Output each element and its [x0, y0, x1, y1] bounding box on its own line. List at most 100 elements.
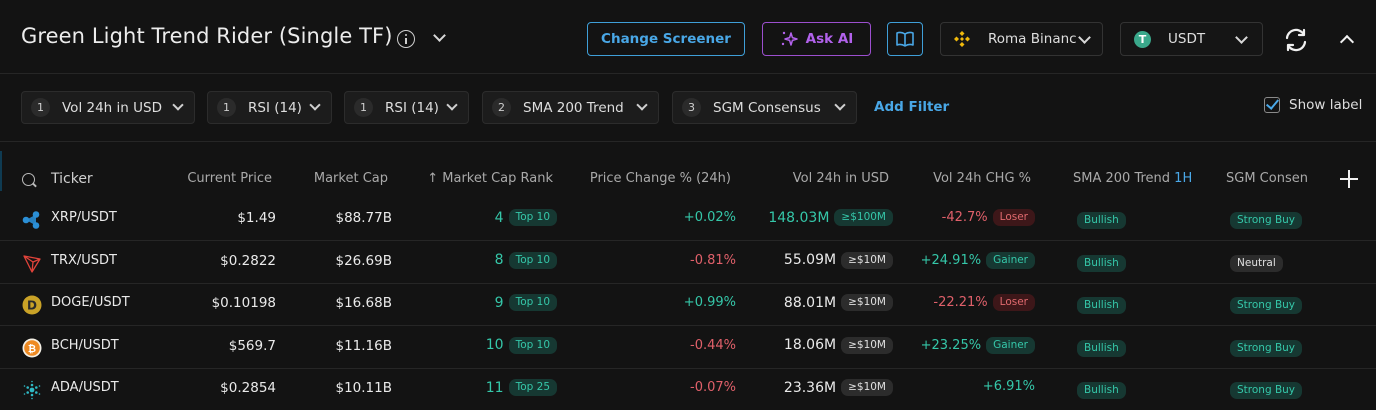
- sma-trend-cell: Bullish: [1077, 211, 1126, 229]
- column-header-sma-200-trend[interactable]: SMA 200 Trend 1H: [1073, 171, 1192, 186]
- column-header-market-cap-rank[interactable]: ↑ Market Cap Rank: [427, 171, 553, 186]
- table-row[interactable]: ₿ BCH/USDT $569.7 $11.16B 10 Top 10 -0.4…: [0, 327, 1376, 369]
- add-column-icon[interactable]: [1339, 169, 1359, 189]
- sma-trend-badge: Bullish: [1077, 297, 1126, 314]
- sgm-consensus-badge: Strong Buy: [1230, 339, 1303, 357]
- vol-chg-badge: Loser: [992, 209, 1035, 226]
- market-cap-cell: $26.69B: [335, 252, 393, 269]
- exchange-select[interactable]: Roma Binanc: [940, 22, 1103, 56]
- rank-value: 8: [494, 252, 504, 268]
- price-change-cell: -0.81%: [690, 252, 736, 268]
- market-cap-rank-cell: 10 Top 10: [485, 336, 557, 354]
- ticker-cell[interactable]: DOGE/USDT: [51, 295, 130, 310]
- filter-count: 2: [492, 98, 511, 117]
- show-label-text: Show label: [1289, 97, 1363, 113]
- volume-value: 148.03M: [768, 209, 830, 226]
- filter-chip-sma-200-trend[interactable]: 2 SMA 200 Trend: [482, 91, 659, 124]
- current-price-cell: $569.7: [228, 337, 276, 354]
- vol-24h-cell: 148.03M ≥$100M: [768, 209, 893, 226]
- sma-trend-badge: Bullish: [1077, 254, 1126, 272]
- sma-trend-badge: Bullish: [1077, 382, 1126, 399]
- add-filter-button[interactable]: Add Filter: [874, 99, 950, 115]
- filter-label: Vol 24h in USD: [62, 100, 162, 116]
- info-icon[interactable]: [397, 30, 415, 48]
- column-header-market-cap[interactable]: Market Cap: [313, 171, 388, 186]
- search-icon[interactable]: [22, 173, 35, 186]
- chevron-down-icon: [636, 99, 648, 111]
- sgm-consensus-cell: Strong Buy: [1230, 339, 1303, 357]
- sgm-consensus-cell: Strong Buy: [1230, 211, 1303, 229]
- rank-badge: Top 10: [508, 209, 557, 226]
- refresh-icon[interactable]: [1283, 27, 1309, 53]
- vol-chg-value: +23.25%: [920, 337, 982, 353]
- rank-value: 10: [485, 337, 504, 353]
- chevron-down-icon: [172, 99, 184, 111]
- current-price-cell: $0.2854: [220, 380, 276, 396]
- column-header-price-change[interactable]: Price Change % (24h): [589, 171, 731, 186]
- rank-value: 9: [494, 294, 504, 311]
- vol-chg-value: +6.91%: [982, 379, 1035, 394]
- checkbox-checked-icon[interactable]: [1264, 97, 1280, 113]
- filter-count: 3: [682, 98, 701, 117]
- vol-24h-chg-cell: +24.91% Gainer: [921, 251, 1035, 269]
- market-cap-rank-cell: 11 Top 25: [486, 379, 557, 396]
- table-row[interactable]: D DOGE/USDT $0.10198 $16.68B 9 Top 10 +0…: [0, 284, 1376, 326]
- screener-header: Green Light Trend Rider (Single TF) Chan…: [0, 0, 1376, 74]
- current-price-cell: $0.10198: [211, 295, 276, 311]
- docs-button[interactable]: [887, 22, 923, 56]
- table-row[interactable]: ADA/USDT $0.2854 $10.11B 11 Top 25 -0.07…: [0, 369, 1376, 410]
- column-header-vol-24h-chg[interactable]: Vol 24h CHG %: [933, 171, 1031, 186]
- filter-count: 1: [217, 98, 236, 117]
- column-header-sgm-consensus[interactable]: SGM Consen: [1226, 171, 1308, 186]
- ticker-cell[interactable]: TRX/USDT: [51, 252, 117, 268]
- chevron-up-icon: [1339, 34, 1355, 50]
- vol-24h-cell: 55.09M ≥$10M: [784, 251, 893, 269]
- filter-chip-rsi[interactable]: 1 RSI (14): [207, 91, 332, 124]
- quote-currency-select[interactable]: T USDT: [1120, 22, 1263, 56]
- column-header-ticker[interactable]: Ticker: [51, 171, 93, 187]
- table-row[interactable]: TRX/USDT $0.2822 $26.69B 8 Top 10 -0.81%…: [0, 242, 1376, 284]
- vol-chg-badge: Gainer: [986, 336, 1035, 354]
- screener-table: Ticker Current Price Market Cap ↑ Market…: [0, 143, 1376, 400]
- quote-currency-value: USDT: [1168, 31, 1206, 47]
- chevron-down-icon: [834, 99, 846, 111]
- tether-icon: T: [1134, 31, 1151, 48]
- filter-label: RSI (14): [385, 100, 439, 116]
- column-header-vol-24h[interactable]: Vol 24h in USD: [792, 171, 889, 186]
- show-label-checkbox[interactable]: Show label: [1264, 97, 1362, 113]
- ticker-cell[interactable]: XRP/USDT: [51, 210, 117, 225]
- price-change-cell: +0.02%: [683, 210, 736, 225]
- rank-badge: Top 10: [508, 251, 557, 269]
- table-row[interactable]: XRP/USDT $1.49 $88.77B 4 Top 10 +0.02% 1…: [0, 199, 1376, 241]
- collapse-button[interactable]: [1334, 28, 1360, 52]
- vol-24h-cell: 18.06M ≥$10M: [784, 336, 893, 354]
- market-cap-rank-cell: 8 Top 10: [494, 251, 557, 269]
- filter-chip-rsi[interactable]: 1 RSI (14): [344, 91, 469, 124]
- filter-bar: 1 Vol 24h in USD 1 RSI (14) 1 RSI (14) 2…: [0, 74, 1376, 142]
- vol-24h-chg-cell: +23.25% Gainer: [920, 336, 1035, 354]
- vol-24h-chg-cell: +6.91%: [983, 379, 1035, 394]
- ticker-cell[interactable]: BCH/USDT: [51, 337, 119, 353]
- vol-chg-badge: Gainer: [986, 251, 1035, 269]
- sma-trend-cell: Bullish: [1077, 339, 1126, 357]
- column-header-current-price[interactable]: Current Price: [187, 171, 272, 186]
- volume-badge: ≥$10M: [841, 294, 893, 311]
- xrp-icon: [22, 210, 42, 230]
- trx-icon: [22, 253, 42, 273]
- price-change-cell: -0.07%: [690, 380, 736, 395]
- ticker-cell[interactable]: ADA/USDT: [51, 380, 119, 395]
- sma-trend-badge: Bullish: [1077, 339, 1126, 357]
- vol-24h-chg-cell: -22.21% Loser: [933, 294, 1035, 311]
- rank-value: 11: [485, 379, 504, 396]
- change-screener-button[interactable]: Change Screener: [587, 22, 745, 56]
- chevron-down-icon[interactable]: [433, 29, 446, 42]
- rank-badge: Top 10: [508, 294, 557, 311]
- volume-badge: ≥$10M: [841, 336, 893, 354]
- filter-chip-sgm-consensus[interactable]: 3 SGM Consensus: [672, 91, 857, 124]
- binance-icon: [954, 31, 970, 47]
- rank-value: 4: [494, 209, 504, 226]
- filter-chip-vol-24h[interactable]: 1 Vol 24h in USD: [21, 91, 195, 124]
- ask-ai-button[interactable]: Ask AI: [762, 22, 871, 56]
- volume-value: 23.36M: [783, 379, 837, 396]
- market-cap-cell: $10.11B: [335, 380, 393, 396]
